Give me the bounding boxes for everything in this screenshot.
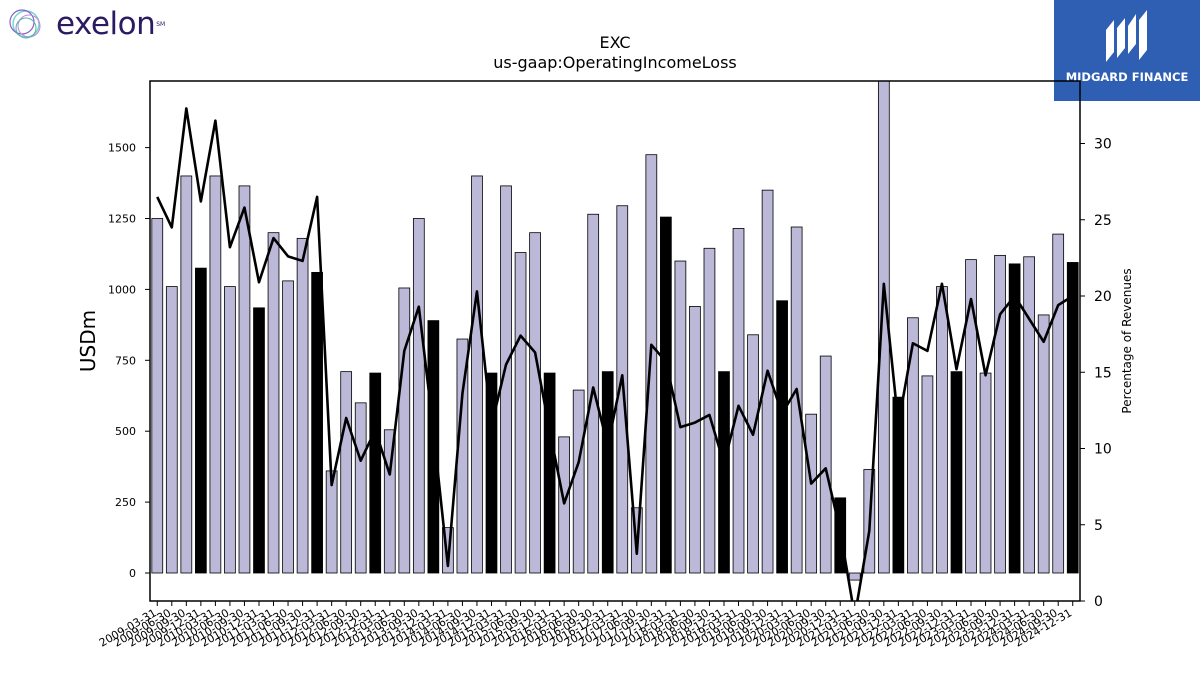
y-tick-label: 500 [115,425,136,438]
bar [340,371,353,574]
bar [180,175,193,574]
bar [471,175,483,574]
y-axis-label: USDm [76,310,100,372]
bar [238,185,251,574]
bar [209,175,222,574]
bar [500,185,512,574]
bar [848,572,861,581]
chart-title: EXC [599,33,630,52]
bar [267,232,280,574]
bar [674,260,687,574]
bar [165,286,178,574]
bar [1066,262,1079,574]
bar [427,320,440,574]
bar [398,287,411,574]
bar [1023,256,1035,574]
bar [572,389,585,574]
midgard-logo-icon [1106,10,1147,62]
bar [354,402,367,574]
bar [994,254,1006,574]
bar [1052,233,1065,574]
bar [282,280,294,574]
bar [660,216,672,574]
percentage-line [156,107,1074,601]
bar [936,286,948,574]
bar [718,371,730,574]
bar [776,300,788,574]
bar [412,218,425,574]
y2-tick-label: 5 [1094,518,1103,534]
y2-tick-label: 15 [1094,365,1112,381]
bar [296,237,309,574]
exelon-logo-text: exelon [56,6,156,42]
plot-frame [149,80,1081,602]
exelon-logo-mark: SM [156,20,166,28]
y-tick-label: 1000 [108,283,136,296]
y-tick-label: 1250 [108,213,136,226]
exelon-logo-icon [9,9,41,39]
bar [442,527,454,574]
bar [689,306,701,574]
bar [558,436,570,574]
bar [819,355,832,574]
bar [921,375,934,574]
bar [877,81,890,574]
exelon-logo: exelon SM [6,4,165,44]
midgard-logo-text: MIDGARD FINANCE [1065,70,1189,84]
bar [253,307,265,574]
y2-tick-label: 25 [1094,213,1112,229]
y2-axis-label: Percentage of Revenues [1120,268,1134,413]
bar [892,396,905,574]
y2-tick-label: 0 [1094,594,1103,610]
y2-tick-label: 30 [1094,137,1112,153]
chart-subtitle: us-gaap:OperatingIncomeLoss [493,53,737,72]
bar [965,259,977,574]
bar [732,228,745,574]
bar [645,154,658,574]
bar [747,334,759,574]
bar [601,371,614,574]
bar [761,189,774,574]
y2-tick-label: 10 [1094,442,1112,458]
bar [514,252,527,574]
y-tick-label: 750 [115,354,136,367]
bar [790,226,803,574]
bar-series [151,81,1079,581]
y-tick-label: 1500 [108,142,136,155]
bar [369,372,382,574]
bar [907,317,919,574]
bar [950,371,963,574]
y2-tick-label: 20 [1094,289,1112,305]
bar [224,286,236,574]
bar [979,372,992,574]
bar [703,247,716,574]
bar [311,271,323,574]
bar [543,372,556,574]
y-tick-label: 0 [129,567,136,580]
bar [1037,314,1050,574]
bar [151,218,164,574]
bar [485,372,498,574]
y-tick-label: 250 [115,496,136,509]
bar [529,232,541,574]
bar [383,429,396,574]
midgard-finance-logo: MIDGARD FINANCE [1054,0,1200,101]
bar [195,267,207,574]
bar [1008,263,1021,574]
bar [805,413,818,574]
